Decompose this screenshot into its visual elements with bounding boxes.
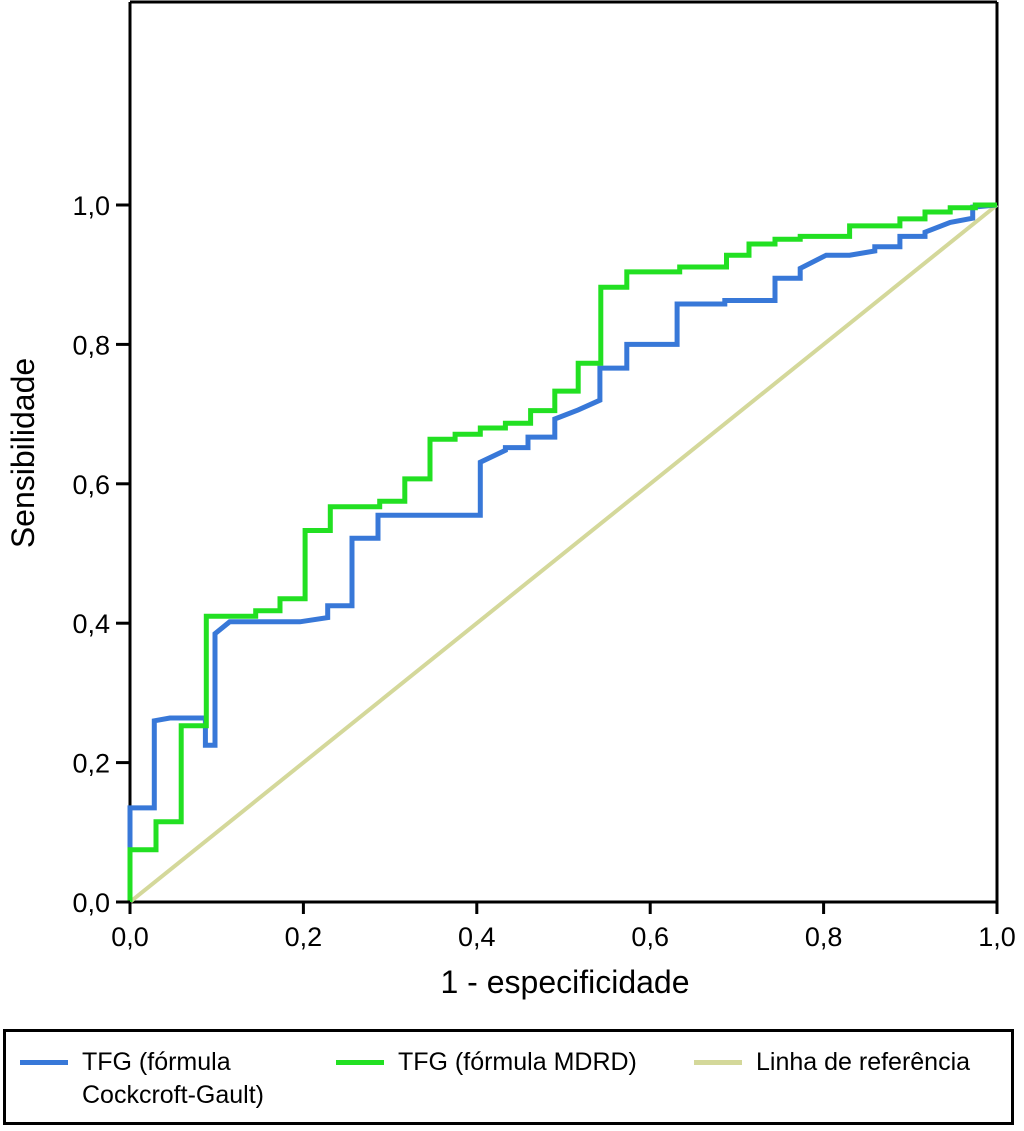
x-tick-label: 0,4: [458, 922, 496, 952]
legend-item-reference-line: Linha de referência: [694, 1046, 970, 1079]
x-tick-label: 0,6: [631, 922, 669, 952]
series-layer: [127, 202, 999, 904]
x-tick-label: 0,2: [285, 922, 323, 952]
roc-chart: 0,0 0,2 0,4 0,6 0,8 1,0 0,0 0,2 0,4 0,6 0,8 1,0 1 -…: [5, 0, 1016, 1000]
y-tick-label: 0,2: [72, 749, 110, 779]
x-tick-label: 0,0: [111, 922, 149, 952]
legend-label-reference-line: Linha de referência: [756, 1048, 971, 1076]
ticks-layer: 0,0 0,2 0,4 0,6 0,8 1,0 0,0 0,2 0,4 0,6 0,8 1,0: [72, 191, 1015, 952]
y-tick-label: 0,0: [72, 888, 110, 918]
x-tick-label: 0,8: [805, 922, 843, 952]
legend-swatch-reference-line: [694, 1060, 742, 1065]
x-axis-title: 1 - especificidade: [440, 964, 689, 1000]
y-tick-label: 1,0: [72, 191, 110, 221]
legend-swatch-mdrd: [336, 1060, 384, 1065]
legend-item-cockcroft-gault: TFG (fórmula Cockcroft-Gault): [20, 1046, 264, 1112]
x-tick-label: 1,0: [978, 922, 1016, 952]
y-tick-label: 0,4: [72, 609, 110, 639]
legend-label-mdrd: TFG (fórmula MDRD): [398, 1048, 637, 1076]
series-line-mdrd: [127, 202, 997, 902]
plot-frame: [128, 0, 999, 904]
legend-label-cockcroft-gault: TFG (fórmula Cockcroft-Gault): [82, 1048, 264, 1109]
legend-swatch-cockcroft-gault: [20, 1060, 68, 1065]
series-line-cockcroft-gault: [127, 202, 998, 902]
y-tick-label: 0,6: [72, 470, 110, 500]
chart-legend: TFG (fórmula Cockcroft-Gault) TFG (fórmu…: [3, 1029, 1014, 1125]
y-tick-label: 0,8: [72, 330, 110, 360]
y-axis-title: Sensibilidade: [5, 358, 41, 548]
legend-item-mdrd: TFG (fórmula MDRD): [336, 1046, 637, 1079]
series-line-reference: [128, 203, 999, 904]
